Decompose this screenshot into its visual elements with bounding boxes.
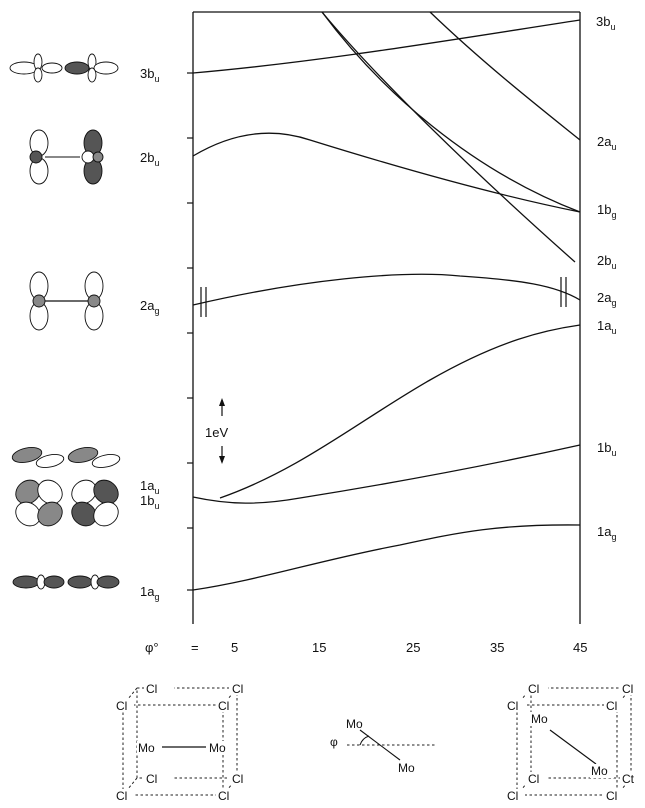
diagram-frame	[187, 12, 580, 624]
right-label-1au: 1au	[597, 318, 616, 336]
svg-text:Mo: Mo	[138, 741, 155, 755]
svg-text:Cl: Cl	[116, 699, 127, 713]
svg-text:Mo: Mo	[591, 764, 608, 778]
x-tick-45: 45	[573, 640, 587, 655]
right-labels: 3bu 2au 1bg 2bu 2ag 1au 1bu 1ag	[596, 14, 616, 542]
left-label-1ag: 1ag	[140, 584, 159, 602]
svg-text:Cl: Cl	[528, 682, 539, 696]
structure-eclipsed: Cl Cl Cl Cl Mo Mo Cl Cl Cl Cl	[114, 682, 259, 803]
curve-3bu	[193, 20, 580, 73]
curve-1ag	[193, 525, 580, 590]
curve-1au	[220, 325, 580, 498]
svg-text:Cl: Cl	[507, 789, 518, 803]
right-label-2ag: 2ag	[597, 290, 616, 308]
x-tick-25: 25	[406, 640, 420, 655]
svg-text:Cl: Cl	[232, 682, 243, 696]
structure-angle: φ Mo Mo	[330, 717, 437, 775]
svg-text:Cl: Cl	[528, 772, 539, 786]
x-axis-equals: =	[191, 640, 199, 655]
svg-text:Cl: Cl	[218, 699, 229, 713]
svg-text:Cl: Cl	[116, 789, 127, 803]
svg-text:Cl: Cl	[606, 699, 617, 713]
right-label-1ag: 1ag	[597, 524, 616, 542]
orbital-curves	[193, 12, 580, 590]
left-label-2ag: 2ag	[140, 298, 159, 316]
orbital-picture-3bu	[10, 54, 118, 82]
svg-text:Cl: Cl	[606, 789, 617, 803]
svg-text:Mo: Mo	[531, 712, 548, 726]
curve-2ag	[193, 274, 580, 305]
curve-2bu	[193, 133, 580, 212]
orbital-picture-2ag	[30, 272, 103, 330]
x-axis: φ° = 5 15 25 35 45	[145, 640, 587, 655]
right-label-1bu: 1bu	[597, 440, 616, 458]
svg-text:Cl: Cl	[146, 772, 157, 786]
left-label-2bu: 2bu	[140, 150, 159, 168]
right-label-3bu: 3bu	[596, 14, 615, 32]
curve-1bu	[193, 445, 580, 503]
orbital-picture-1au	[11, 445, 121, 470]
x-tick-15: 15	[312, 640, 326, 655]
x-tick-35: 35	[490, 640, 504, 655]
curve-1bg	[322, 12, 580, 212]
svg-text:Cl: Cl	[218, 789, 229, 803]
right-label-2au: 2au	[597, 134, 616, 152]
scale-bar-label: 1eV	[205, 425, 228, 440]
svg-text:Mo: Mo	[346, 717, 363, 731]
right-label-2bu: 2bu	[597, 253, 616, 271]
curve-2bu-upper	[322, 12, 575, 262]
orbital-picture-1bu	[11, 475, 123, 531]
svg-text:Mo: Mo	[209, 741, 226, 755]
svg-text:Cl: Cl	[146, 682, 157, 696]
left-label-3bu: 3bu	[140, 66, 159, 84]
right-label-1bg: 1bg	[597, 202, 616, 220]
svg-text:Cl: Cl	[622, 682, 633, 696]
orbital-picture-1ag	[13, 575, 119, 589]
x-axis-symbol: φ°	[145, 640, 159, 655]
svg-text:Cl: Cl	[232, 772, 243, 786]
left-labels: 3bu 2bu 2ag 1au 1bu 1ag	[140, 66, 159, 602]
structure-staggered: Cl Cl Cl Cl Mo Mo Cl Ct Cl Cl	[505, 682, 642, 803]
x-tick-5: 5	[231, 640, 238, 655]
electron-markers	[201, 277, 566, 317]
svg-text:Mo: Mo	[398, 761, 415, 775]
scale-bar: 1eV	[205, 398, 228, 464]
svg-text:φ: φ	[330, 735, 338, 749]
svg-text:Ct: Ct	[622, 772, 635, 786]
orbital-picture-2bu	[30, 130, 103, 184]
svg-text:Cl: Cl	[507, 699, 518, 713]
